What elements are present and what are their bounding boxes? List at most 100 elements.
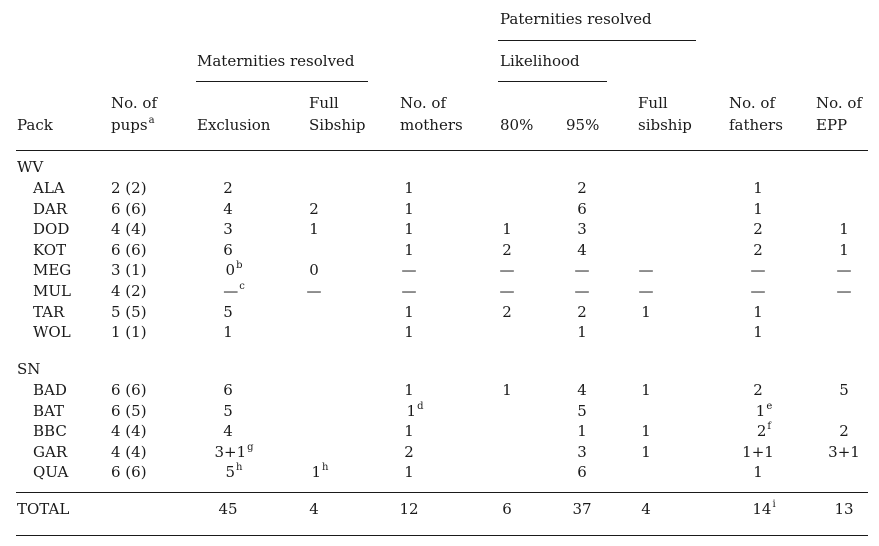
cell-pups: 4 (2) [111,282,147,300]
cell-pups: 6 (5) [111,402,147,420]
cell-likelihood-95-value: 2 [577,179,587,197]
cell-pack-value: TAR [33,303,65,321]
cell-pack: BAD [33,381,67,399]
cell-likelihood-95: 6 [552,200,612,218]
cell-epp: 3+1 [814,443,874,461]
cell-full-sibship-paternity-value: 1 [641,443,651,461]
header-maternities-resolved: Maternities resolved [197,52,355,70]
cell-fathers-value: 2 [753,381,763,399]
header-pack: Pack [17,116,53,134]
cell-likelihood-95: 1 [552,422,612,440]
cell-full-sibship-paternity-value: 4 [641,500,651,518]
cell-fathers: 14i [728,499,794,518]
cell-pups: 1 (1) [111,323,147,341]
cell-pack: TOTAL [17,500,69,518]
cell-mothers-value: 1 [406,402,417,420]
cell-mothers: 1d [379,401,445,420]
cell-full-sibship-paternity: 1 [616,381,676,399]
group-label: SN [17,360,41,378]
cell-pups: 4 (4) [111,443,147,461]
cell-mothers-value: — [401,282,417,300]
cell-likelihood-95-value: 3 [577,443,587,461]
cell-likelihood-80: — [477,261,537,279]
cell-exclusion: 1 [198,323,258,341]
cell-pups-value: 2 (2) [111,179,147,197]
cell-fathers-value: 1 [753,200,763,218]
cell-full-sibship-maternity: 2 [284,200,344,218]
cell-mothers-value: 2 [404,443,414,461]
cell-mothers: 1 [379,422,439,440]
cell-full-sibship-maternity: — [284,282,344,300]
cell-fathers: — [728,261,788,279]
cell-mothers-value: 1 [404,200,414,218]
cell-fathers-value: 1 [755,402,766,420]
cell-fathers: 2 [728,220,788,238]
cell-mothers-value: 1 [404,463,414,481]
cell-fathers: 2 [728,241,788,259]
cell-pups: 6 (6) [111,463,147,481]
cell-full-sibship-paternity-value: 1 [641,381,651,399]
cell-mothers: — [379,282,439,300]
cell-pups: 6 (6) [111,200,147,218]
cell-likelihood-95-value: 6 [577,463,587,481]
cell-epp-value: 5 [839,381,849,399]
cell-pack: DOD [33,220,69,238]
cell-full-sibship-maternity: 0 [284,261,344,279]
header-paternities-resolved: Paternities resolved [500,10,652,28]
cell-full-sibship-paternity-value: — [638,261,654,279]
cell-epp: 1 [814,220,874,238]
cell-exclusion-value: 3 [223,220,233,238]
header-full-sibship-2a: Full [638,94,668,112]
cell-pups: 6 (6) [111,241,147,259]
cell-epp-value: — [836,261,852,279]
cell-mothers-value: 1 [404,422,414,440]
cell-mothers-value: — [401,261,417,279]
cell-fathers: 1+1 [728,443,788,461]
cell-mothers-value: 1 [404,381,414,399]
cell-fathers-footnote: f [767,421,772,432]
cell-exclusion-value: 3+1 [214,443,247,461]
cell-epp: 13 [814,500,874,518]
cell-pack: ALA [33,179,65,197]
cell-pack: MUL [33,282,71,300]
cell-likelihood-80-value: 2 [502,303,512,321]
cell-pups-value: 3 (1) [111,261,147,279]
cell-full-sibship-maternity-value: 1 [311,463,322,481]
header-full-sibship-2b: sibship [638,116,692,134]
cell-mothers-footnote: d [417,401,424,412]
cell-fathers-value: — [750,282,766,300]
cell-mothers: 1 [379,323,439,341]
cell-pups-value: 6 (6) [111,200,147,218]
cell-likelihood-95: 2 [552,179,612,197]
cell-mothers: 1 [379,200,439,218]
cell-fathers-value: 1 [753,303,763,321]
cell-likelihood-80: 6 [477,500,537,518]
cell-exclusion: 4 [198,422,258,440]
cell-fathers: 1 [728,323,788,341]
cell-fathers: — [728,282,788,300]
cell-exclusion: 5 [198,303,258,321]
cell-likelihood-95: 4 [552,381,612,399]
cell-pups: 5 (5) [111,303,147,321]
cell-likelihood-95: 3 [552,220,612,238]
header-exclusion: Exclusion [197,116,271,134]
cell-exclusion: 5h [198,462,264,481]
cell-pups-value: 4 (4) [111,220,147,238]
cell-exclusion-value: 5 [223,303,233,321]
cell-full-sibship-maternity: 1h [284,462,350,481]
cell-mothers-value: 1 [404,241,414,259]
cell-likelihood-80: 2 [477,303,537,321]
cell-fathers: 1 [728,463,788,481]
header-pups-text: pups [111,116,148,134]
cell-full-sibship-maternity-value: 1 [309,220,319,238]
cell-full-sibship-paternity: 1 [616,422,676,440]
header-full-sibship-1a: Full [309,94,339,112]
cell-exclusion-footnote: g [247,442,254,453]
cell-exclusion-value: 0 [225,261,236,279]
cell-pack-value: BBC [33,422,67,440]
cell-epp-value: 2 [839,422,849,440]
cell-likelihood-95: — [552,282,612,300]
header-no-of-fathers-b: fathers [729,116,783,134]
header-no-of-mothers-a: No. of [400,94,447,112]
cell-fathers-value: 1 [753,323,763,341]
